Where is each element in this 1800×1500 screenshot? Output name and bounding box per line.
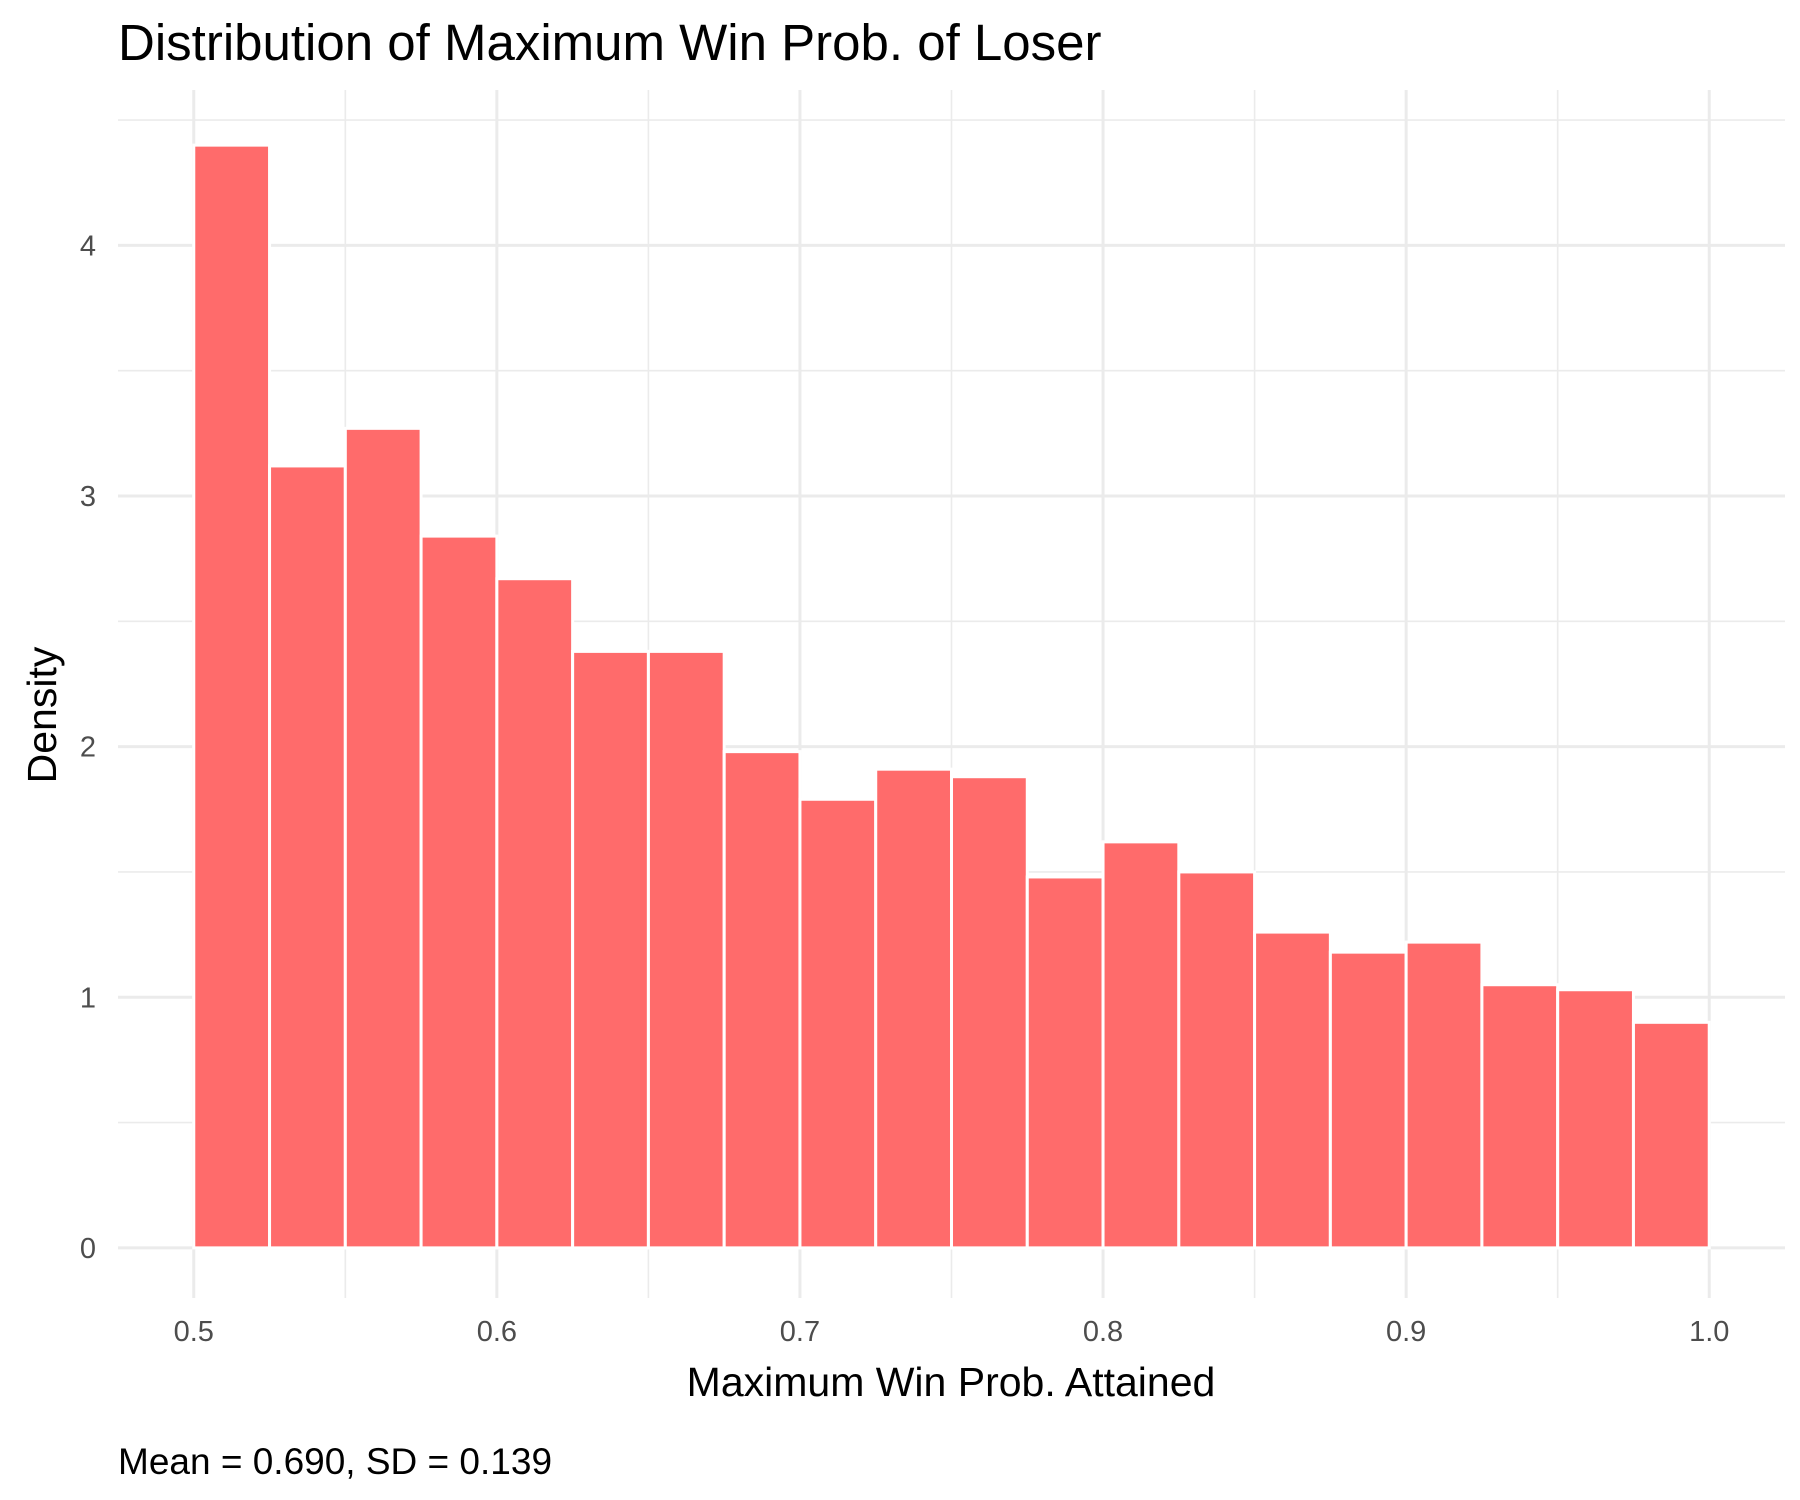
y-tick-label: 1 bbox=[80, 982, 96, 1014]
histogram-bar bbox=[268, 464, 347, 1250]
histogram-bar bbox=[1101, 840, 1181, 1250]
chart-caption: Mean = 0.690, SD = 0.139 bbox=[118, 1441, 552, 1482]
x-axis-title: Maximum Win Prob. Attained bbox=[687, 1359, 1216, 1405]
histogram-bar bbox=[646, 649, 726, 1250]
y-axis-title: Density bbox=[19, 646, 65, 783]
x-tick-label: 0.7 bbox=[780, 1316, 820, 1348]
y-tick-label: 2 bbox=[80, 732, 96, 764]
chart-title: Distribution of Maximum Win Prob. of Los… bbox=[118, 14, 1102, 71]
histogram-bar bbox=[874, 767, 954, 1250]
histogram-bar bbox=[1025, 875, 1105, 1250]
x-tick-label: 0.5 bbox=[174, 1316, 214, 1348]
x-tick-label: 0.9 bbox=[1386, 1316, 1426, 1348]
histogram-bar bbox=[1177, 870, 1257, 1250]
histogram-bar bbox=[722, 750, 802, 1250]
y-tick-label: 0 bbox=[80, 1233, 96, 1265]
histogram-bar bbox=[192, 143, 272, 1250]
histogram-bar bbox=[419, 534, 499, 1250]
y-axis-ticks: 0 1 2 3 4 bbox=[80, 230, 96, 1264]
histogram-bar bbox=[1480, 983, 1560, 1250]
histogram-bar bbox=[798, 797, 878, 1250]
histogram-bar bbox=[950, 775, 1029, 1250]
histogram-bars bbox=[192, 143, 1711, 1250]
histogram-bar bbox=[571, 649, 650, 1250]
histogram-bar bbox=[1404, 940, 1484, 1250]
histogram-bar bbox=[1631, 1020, 1711, 1250]
x-tick-label: 0.8 bbox=[1083, 1316, 1123, 1348]
x-axis-ticks: 0.5 0.6 0.7 0.8 0.9 1.0 bbox=[174, 1316, 1730, 1348]
y-tick-label: 3 bbox=[80, 481, 96, 513]
x-tick-label: 1.0 bbox=[1689, 1316, 1729, 1348]
y-tick-label: 4 bbox=[80, 230, 96, 262]
histogram-bar bbox=[1253, 930, 1332, 1250]
x-tick-label: 0.6 bbox=[477, 1316, 517, 1348]
histogram-bar bbox=[1556, 988, 1635, 1250]
histogram-bar bbox=[1328, 950, 1408, 1250]
histogram-bar bbox=[343, 426, 423, 1250]
histogram-bar bbox=[495, 577, 575, 1250]
